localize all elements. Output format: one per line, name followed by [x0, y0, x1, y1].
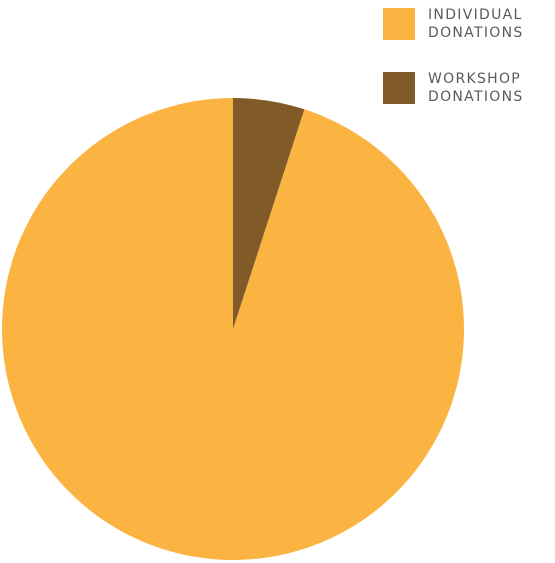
legend-swatch-individual-donations — [383, 8, 415, 40]
pie-slice-workshop-donations — [233, 98, 305, 329]
legend-swatch-workshop-donations — [383, 72, 415, 104]
legend-label-individual-donations: INDIVIDUAL DONATIONS — [428, 7, 524, 41]
legend-label-workshop-donations: WORKSHOP DONATIONS — [428, 71, 524, 105]
pie-slice-individual-donations — [1, 98, 464, 561]
